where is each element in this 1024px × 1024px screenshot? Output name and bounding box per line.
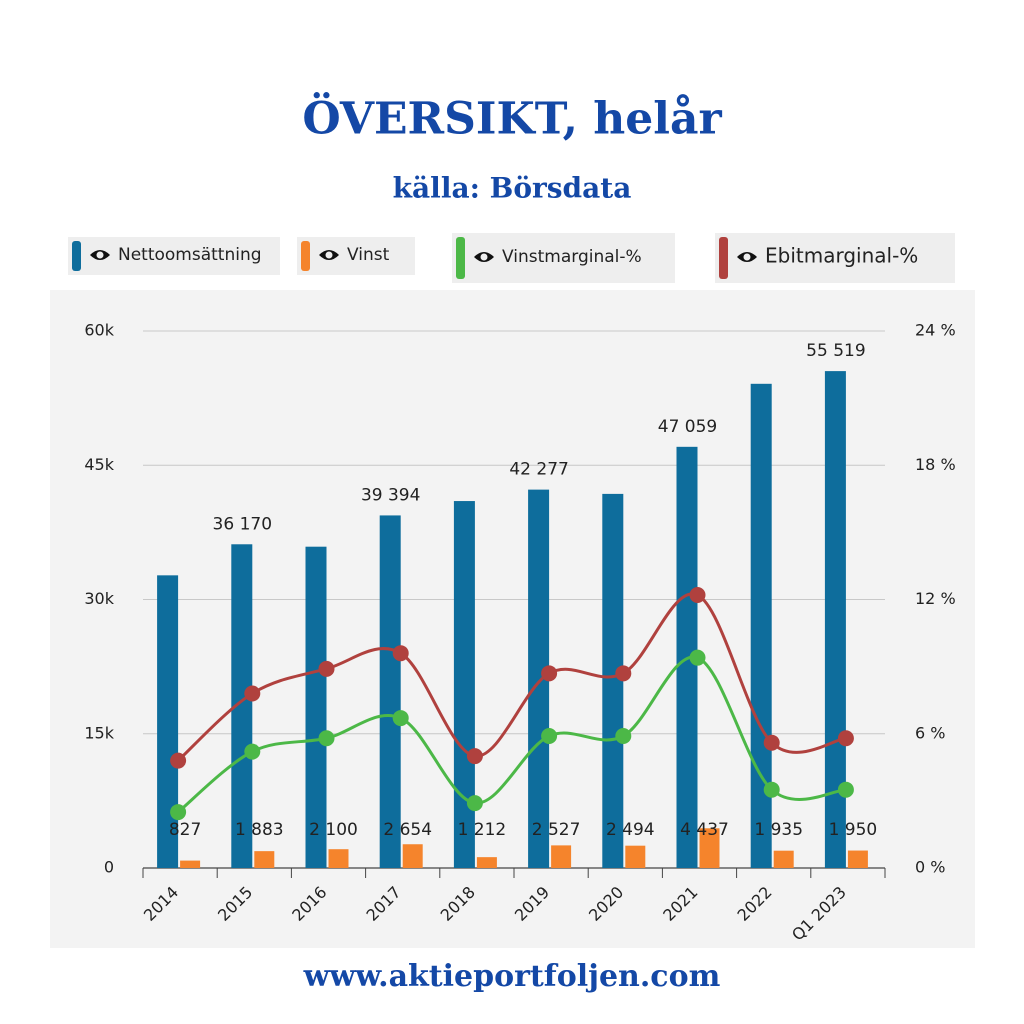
bar [157, 575, 179, 868]
bar [528, 489, 550, 868]
legend-item[interactable]: Vinstmarginal-% [452, 233, 675, 283]
line-point [689, 587, 706, 604]
line-point [318, 730, 335, 747]
value-label: 2 654 [383, 820, 432, 840]
line-point [244, 685, 261, 702]
bar [773, 850, 794, 868]
eye-pupil [743, 253, 751, 261]
line-point [318, 660, 335, 677]
line-point [837, 730, 854, 747]
line-point [392, 710, 409, 727]
bar [551, 845, 572, 868]
bar [231, 544, 253, 868]
y-tick-label: 30k [84, 589, 114, 608]
value-label: 39 394 [361, 485, 420, 505]
y2-tick-label: 0 % [915, 858, 945, 877]
line-point [244, 743, 261, 760]
line-point [170, 804, 187, 821]
bar [328, 849, 349, 868]
footer: www.aktieportfoljen.com [303, 959, 721, 994]
legend-label: Vinst [347, 245, 390, 265]
line-point [837, 781, 854, 798]
line-point [763, 734, 780, 751]
legend-label: Ebitmarginal-% [765, 244, 918, 268]
value-label: 2 100 [309, 820, 358, 840]
plot-background [50, 290, 975, 948]
bar [305, 546, 327, 868]
bar [625, 845, 646, 868]
value-label: 827 [169, 820, 201, 840]
line [177, 655, 847, 814]
value-label: 55 519 [806, 341, 865, 361]
line-point [466, 795, 483, 812]
legend-label: Vinstmarginal-% [502, 247, 642, 267]
line-point [689, 649, 706, 666]
legend-label: Nettoomsättning [118, 245, 262, 265]
legend-swatch [72, 241, 81, 271]
value-label: 47 059 [658, 417, 717, 437]
eye-pupil [96, 251, 104, 259]
value-label: 42 277 [509, 460, 568, 480]
bar [254, 851, 275, 868]
bar [180, 860, 201, 868]
line [177, 592, 847, 762]
bar [379, 515, 401, 868]
bar [402, 844, 423, 868]
bar [602, 493, 624, 868]
line-point [466, 748, 483, 765]
legend-swatch [301, 241, 310, 271]
bar [847, 850, 868, 868]
legend-item[interactable]: Nettoomsättning [68, 237, 280, 275]
y2-tick-label: 18 % [915, 455, 956, 474]
value-label: 1 883 [235, 820, 284, 840]
y-tick-label: 15k [84, 723, 114, 742]
eye-pupil [325, 251, 333, 259]
chart-subtitle: källa: Börsdata [393, 172, 632, 205]
chart-title: ÖVERSIKT, helår [302, 91, 722, 145]
legend-swatch [719, 237, 728, 279]
y-tick-label: 60k [84, 321, 114, 340]
legend-item[interactable]: Ebitmarginal-% [715, 233, 955, 283]
eye-pupil [480, 253, 488, 261]
y2-tick-label: 6 % [915, 723, 945, 742]
line-point [615, 665, 632, 682]
line-point [541, 665, 558, 682]
y2-tick-label: 12 % [915, 589, 956, 608]
bar [453, 501, 475, 868]
line-point [541, 727, 558, 744]
value-label: 1 950 [829, 820, 878, 840]
legend-background [297, 237, 415, 275]
value-label: 1 212 [458, 820, 507, 840]
line-point [615, 727, 632, 744]
value-label: 2 527 [532, 820, 581, 840]
y-tick-label: 45k [84, 455, 114, 474]
bar [476, 857, 497, 868]
bar [699, 828, 720, 868]
y2-tick-label: 24 % [915, 321, 956, 340]
legend-swatch [456, 237, 465, 279]
legend-item[interactable]: Vinst [297, 237, 415, 275]
value-label: 1 935 [754, 820, 803, 840]
line-point [763, 781, 780, 798]
value-label: 2 494 [606, 820, 655, 840]
value-label: 4 437 [680, 820, 729, 840]
y-tick-label: 0 [104, 858, 114, 877]
value-label: 36 170 [213, 514, 272, 534]
line-point [392, 645, 409, 662]
line-point [170, 752, 187, 769]
